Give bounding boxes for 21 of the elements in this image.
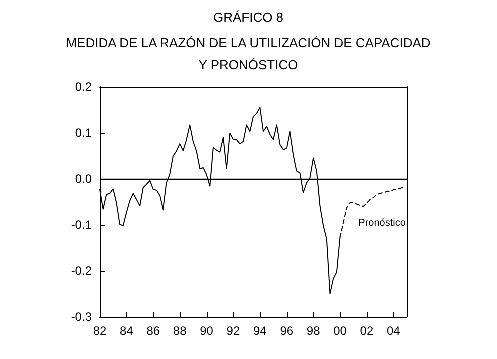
x-tick-label: 00 [334, 324, 348, 338]
y-tick-label: -0.1 [71, 218, 92, 232]
y-tick-label: -0.2 [71, 264, 92, 278]
x-tick-label: 90 [200, 324, 214, 338]
x-tick-label: 86 [146, 324, 160, 338]
x-tick-label: 88 [173, 324, 188, 338]
y-tick-label: -0.3 [71, 310, 92, 324]
x-tick-label: 82 [93, 324, 107, 338]
x-tick-label: 92 [226, 324, 240, 338]
chart-subtitle: MEDIDA DE LA RAZÓN DE LA UTILIZACIÓN DE CAPACIDAD Y PRONÓSTICO [66, 36, 431, 72]
y-tick-label: 0.0 [75, 172, 92, 186]
x-tick-label: 02 [360, 324, 374, 338]
x-tick-label: 96 [280, 324, 294, 338]
x-tick-label: 84 [120, 324, 134, 338]
x-tick-label: 04 [386, 324, 401, 338]
y-tick-label: 0.1 [75, 126, 92, 140]
x-tick-label: 94 [253, 324, 268, 338]
chart-title: GRÁFICO 8 [213, 10, 284, 25]
y-tick-label: 0.2 [75, 80, 92, 94]
annotation: Pronóstico [358, 218, 406, 230]
x-tick-label: 98 [306, 324, 321, 338]
